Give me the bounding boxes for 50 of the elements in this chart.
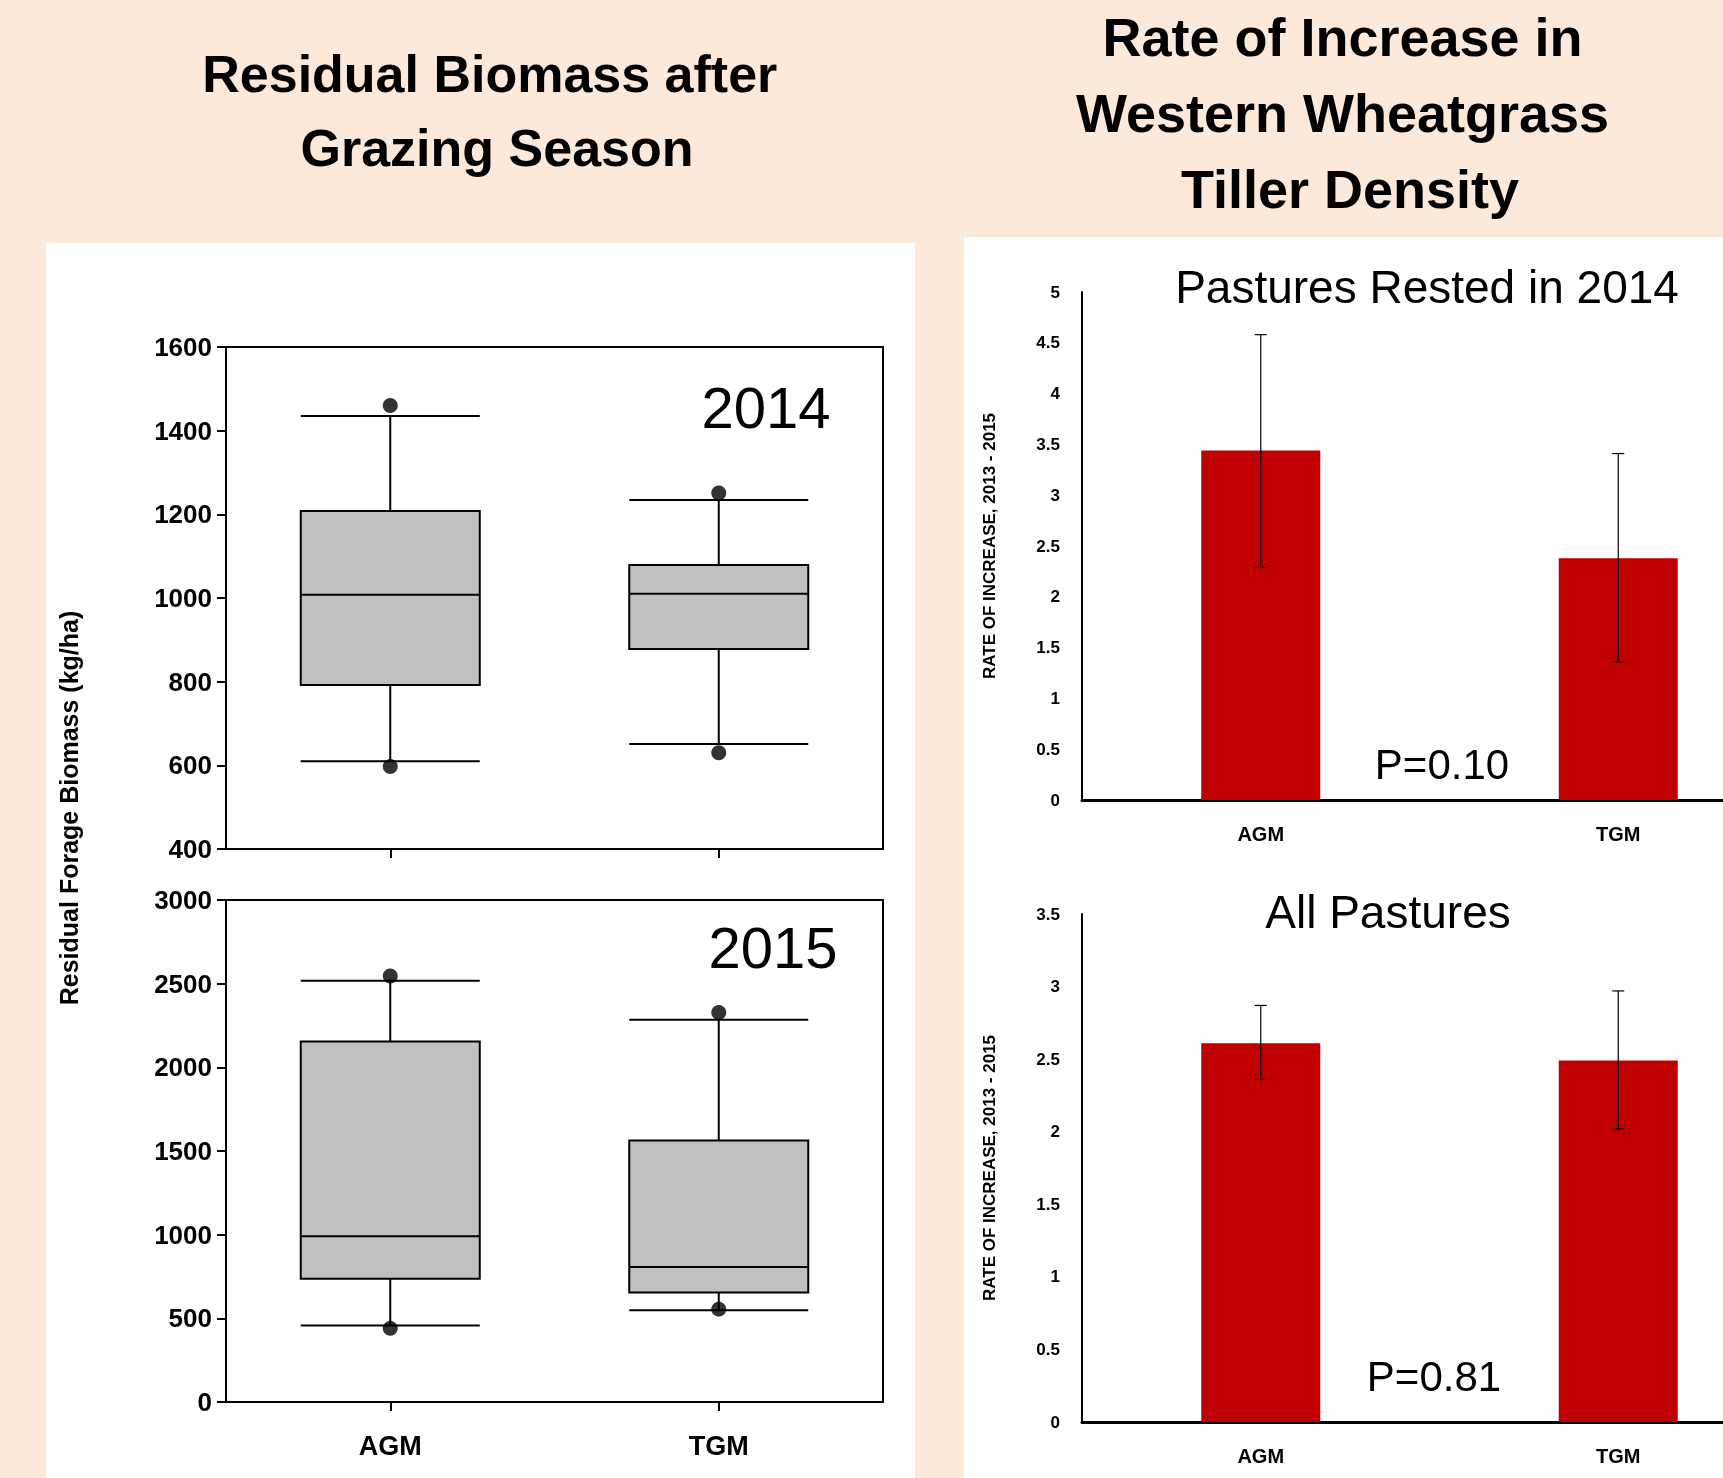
y-tick-label: 0.5: [1036, 739, 1060, 759]
y-tick-label: 1.5: [1036, 1194, 1060, 1214]
y-tick-label: 2: [1050, 587, 1060, 607]
y-tick-label: 3: [1050, 485, 1060, 505]
y-tick-label: 400: [168, 834, 212, 864]
annotation: 2014: [701, 374, 831, 440]
y-tick-label: 4.5: [1036, 333, 1060, 353]
y-tick-label: 500: [168, 1303, 212, 1334]
y-tick-label: 1200: [154, 499, 212, 530]
chart-title: Rate of Increase in Western Wheatgrass Tiller Density: [1075, 7, 1625, 219]
y-tick-label: 3: [1050, 977, 1060, 997]
y-tick-label: 600: [168, 750, 212, 781]
y-tick-label: 0: [1050, 790, 1060, 810]
y-tick-label: 1000: [154, 583, 212, 613]
y-tick-label: 800: [168, 666, 212, 697]
y-tick-label: 4: [1050, 384, 1061, 404]
annotation: P=0.81: [1366, 1352, 1502, 1400]
y-axis-title: RATE OF INCREASE, 2013 - 2015: [980, 1034, 999, 1302]
y-tick-label: 2.5: [1036, 536, 1060, 556]
y-tick-label: 0.5: [1036, 1339, 1060, 1359]
y-tick-label: 1: [1050, 1267, 1060, 1287]
y-tick-label: 2.5: [1036, 1049, 1060, 1069]
y-tick-label: 2: [1050, 1122, 1060, 1142]
y-tick-label: 3.5: [1036, 904, 1060, 924]
chart-title: All Pastures: [1265, 886, 1511, 938]
x-tick-label: TGM: [688, 1430, 749, 1461]
y-tick-label: 0: [1050, 1412, 1060, 1432]
y-tick-label: 2000: [154, 1052, 212, 1083]
annotation: P=0.10: [1374, 740, 1510, 788]
y-axis-title: Residual Forage Biomass (kg/ha): [55, 610, 83, 1006]
y-tick-label: 1.5: [1036, 638, 1060, 658]
y-tick-label: 5: [1050, 282, 1060, 302]
y-tick-label: 1: [1050, 688, 1060, 708]
x-tick-label: AGM: [1237, 1445, 1285, 1467]
x-tick-label: TGM: [1596, 1445, 1641, 1467]
y-tick-label: 1600: [154, 332, 212, 362]
x-tick-label: TGM: [1596, 823, 1641, 845]
y-tick-label: 1400: [154, 415, 212, 446]
y-tick-label: 2500: [154, 968, 212, 999]
x-tick-label: AGM: [358, 1430, 422, 1461]
chart-subtitle: Pastures Rested in 2014: [1175, 261, 1679, 313]
y-tick-label: 1000: [154, 1219, 212, 1250]
chart-title: Residual Biomass after Grazing Season: [202, 45, 792, 177]
y-tick-label: 3.5: [1036, 434, 1060, 454]
y-tick-label: 1500: [154, 1136, 212, 1166]
y-tick-label: 0: [197, 1387, 212, 1417]
x-tick-label: AGM: [1237, 823, 1285, 845]
y-tick-label: 3000: [154, 885, 212, 915]
annotation: 2015: [708, 914, 838, 980]
y-axis-title: RATE OF INCREASE, 2013 - 2015: [980, 412, 999, 680]
